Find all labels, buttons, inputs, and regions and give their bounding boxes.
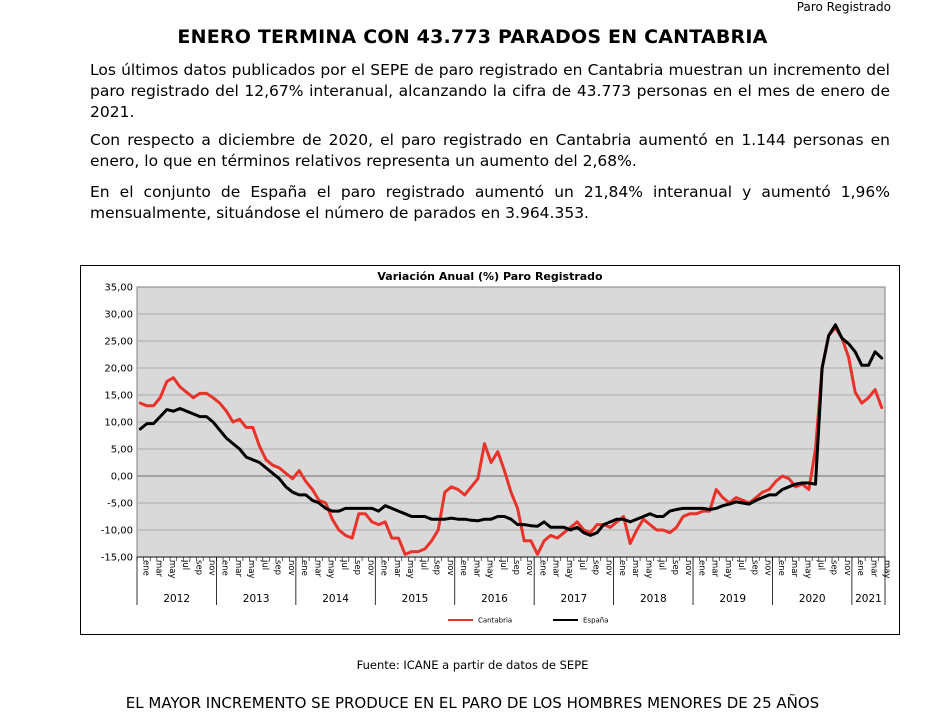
month-tick-label: sep [432,560,442,575]
month-tick-label: may [405,560,415,579]
month-tick-label: may [485,560,495,579]
year-label: 2020 [799,593,826,605]
next-section-heading: EL MAYOR INCREMENTO SE PRODUCE EN EL PAR… [0,694,945,712]
paragraph-spain: En el conjunto de España el paro registr… [90,182,890,224]
chart-title: Variación Anual (%) Paro Registrado [377,270,603,283]
month-tick-label: mar [471,560,481,577]
month-tick-label: may [564,560,574,579]
unemployment-variation-chart: Variación Anual (%) Paro Registrado 35,0… [80,265,900,635]
chart-source-note: Fuente: ICANE a partir de datos de SEPE [0,658,945,672]
y-tick-label: 15,00 [104,391,133,402]
document-title: ENERO TERMINA CON 43.773 PARADOS EN CANT… [0,26,945,48]
year-label: 2016 [481,593,508,605]
month-tick-label: mar [868,560,878,577]
month-tick-label: nov [683,560,693,576]
month-tick-label: sep [829,560,839,575]
month-tick-label: ene [140,560,150,576]
month-tick-label: sep [590,560,600,575]
month-tick-label: may [882,560,892,579]
month-tick-label: nov [445,560,455,576]
year-label: 2013 [243,593,270,605]
paragraph-intro: Los últimos datos publicados por el SEPE… [90,60,890,123]
y-tick-label: -10,00 [101,526,133,537]
month-tick-label: ene [458,560,468,576]
month-tick-label: jul [577,559,587,570]
y-tick-label: 0,00 [111,472,133,483]
month-tick-label: may [326,560,336,579]
month-tick-label: may [643,560,653,579]
month-tick-label: mar [551,560,561,577]
y-tick-label: -5,00 [107,499,133,510]
year-label: 2015 [402,593,429,605]
month-tick-label: mar [710,560,720,577]
month-tick-label: nov [842,560,852,576]
month-tick-label: sep [193,560,203,575]
y-tick-label: 20,00 [104,364,133,375]
year-label: 2014 [322,593,349,605]
month-tick-label: mar [233,560,243,577]
year-label: 2018 [640,593,667,605]
month-tick-label: jul [736,559,746,570]
y-tick-label: -15,00 [101,553,133,564]
month-tick-label: ene [537,560,547,576]
month-tick-label: sep [273,560,283,575]
month-tick-label: sep [670,560,680,575]
month-tick-label: mar [154,560,164,577]
y-tick-label: 35,00 [104,283,133,294]
month-tick-label: nov [365,560,375,576]
month-tick-label: nov [207,560,217,576]
month-tick-label: mar [312,560,322,577]
month-tick-label: sep [749,560,759,575]
legend-label-espana: España [583,617,609,625]
month-tick-label: jul [418,559,428,570]
month-tick-label: nov [286,560,296,576]
month-tick-label: mar [392,560,402,577]
month-tick-label: nov [604,560,614,576]
month-tick-label: ene [299,560,309,576]
y-tick-label: 25,00 [104,337,133,348]
month-tick-label: jul [180,559,190,570]
month-tick-label: ene [855,560,865,576]
month-tick-label: ene [776,560,786,576]
month-tick-label: jul [498,559,508,570]
year-label: 2017 [561,593,588,605]
month-tick-label: ene [696,560,706,576]
month-tick-label: ene [220,560,230,576]
month-tick-label: ene [617,560,627,576]
month-tick-label: ene [379,560,389,576]
month-tick-label: may [723,560,733,579]
year-label: 2021 [855,593,882,605]
month-tick-label: jul [259,559,269,570]
y-tick-label: 30,00 [104,310,133,321]
y-tick-label: 10,00 [104,418,133,429]
year-label: 2012 [163,593,190,605]
month-tick-label: jul [339,559,349,570]
paragraph-monthly: Con respecto a diciembre de 2020, el par… [90,130,890,172]
month-tick-label: jul [815,559,825,570]
legend-label-cantabria: Cantabria [478,617,512,625]
page-section-label: Paro Registrado [797,0,891,14]
month-tick-label: may [167,560,177,579]
month-tick-label: may [246,560,256,579]
year-label: 2019 [719,593,746,605]
month-tick-label: sep [511,560,521,575]
month-tick-label: mar [630,560,640,577]
month-tick-label: jul [657,559,667,570]
y-tick-label: 5,00 [111,445,133,456]
month-tick-label: mar [789,560,799,577]
month-tick-label: sep [352,560,362,575]
month-tick-label: nov [524,560,534,576]
month-tick-label: may [802,560,812,579]
month-tick-label: nov [763,560,773,576]
